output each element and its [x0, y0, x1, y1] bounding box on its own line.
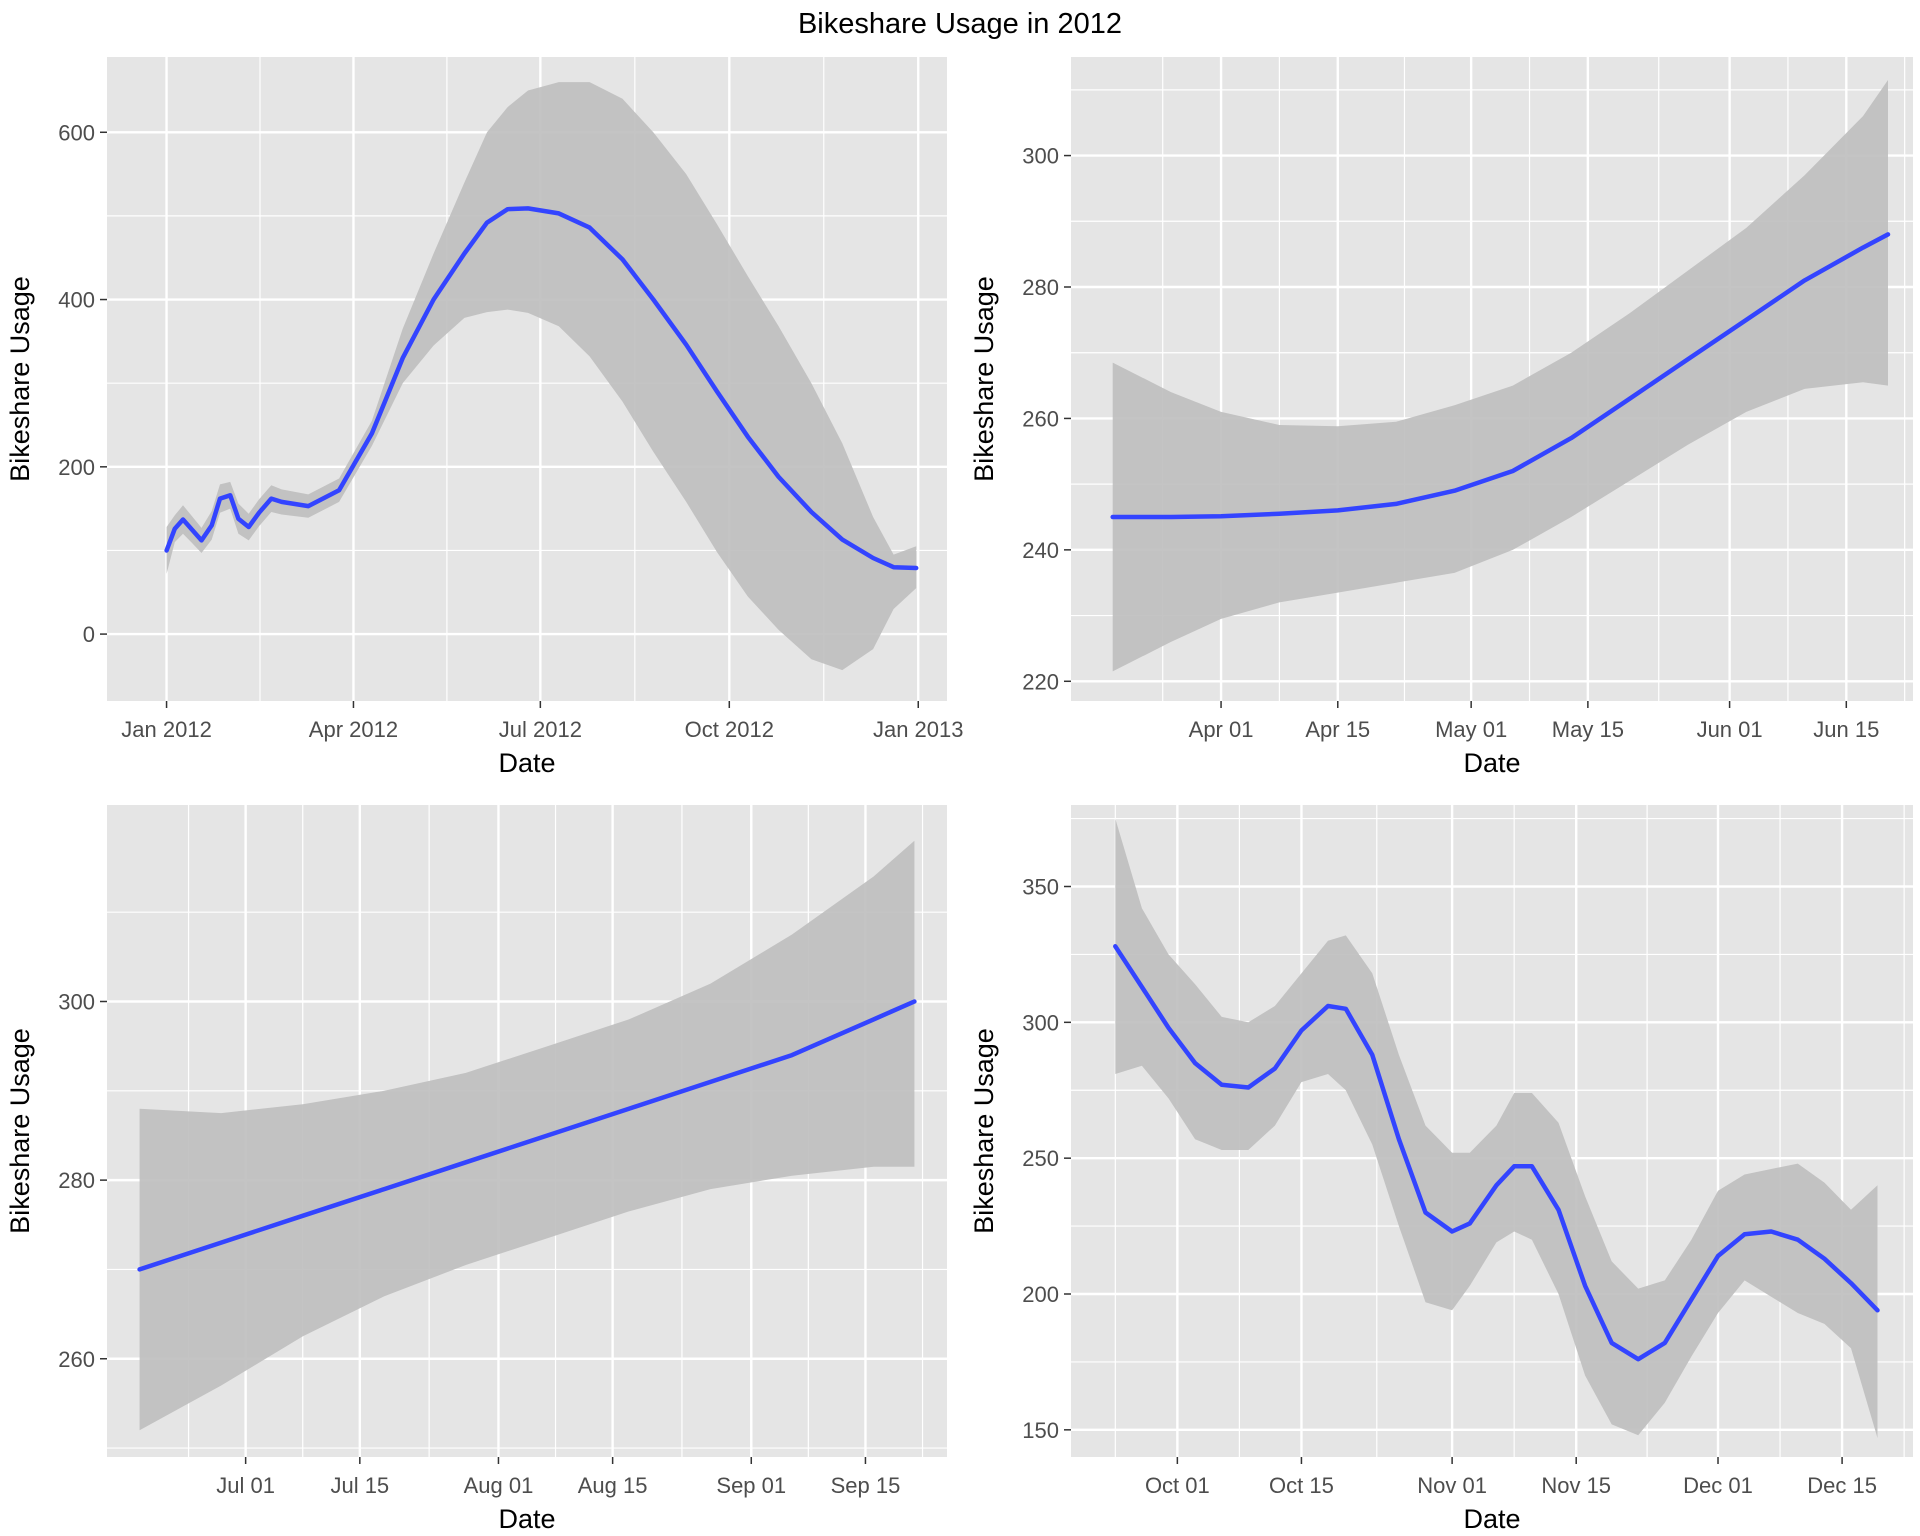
- x-tick-label: Jul 2012: [499, 717, 582, 742]
- y-axis-title: Bikeshare Usage: [5, 276, 35, 482]
- x-tick-label: May 01: [1435, 717, 1507, 742]
- confidence-band: [139, 840, 915, 1431]
- x-axis-title: Date: [1463, 1504, 1520, 1534]
- x-tick-label: Dec 15: [1807, 1473, 1877, 1498]
- y-tick-label: 240: [1022, 538, 1059, 563]
- x-tick-label: Jun 01: [1697, 717, 1763, 742]
- x-tick-label: Oct 2012: [685, 717, 774, 742]
- panel-fall: 150 200 250 300 350 Oct 01 Oct 15 Nov 01 Nov 15 D…: [969, 805, 1913, 1534]
- x-tick-label: Apr 15: [1305, 717, 1370, 742]
- y-axis-title: Bikeshare Usage: [969, 1028, 999, 1234]
- trend-line: [164, 206, 919, 571]
- x-axis-title: Date: [1463, 748, 1520, 778]
- x-tick-label: Sep 15: [831, 1473, 901, 1498]
- x-tick-label: Dec 01: [1683, 1473, 1753, 1498]
- confidence-band: [166, 82, 917, 671]
- y-axis-title: Bikeshare Usage: [969, 276, 999, 482]
- y-tick-label: 300: [1022, 144, 1059, 169]
- trend-line: [137, 999, 917, 1272]
- y-tick-label: 200: [1022, 1282, 1059, 1307]
- x-tick-label: Aug 15: [578, 1473, 648, 1498]
- y-tick-label: 220: [1022, 669, 1059, 694]
- x-tick-label: Aug 01: [464, 1473, 534, 1498]
- x-tick-label: Oct 01: [1145, 1473, 1210, 1498]
- y-tick-label: 280: [58, 1168, 95, 1193]
- x-axis-title: Date: [498, 748, 555, 778]
- y-tick-label: 350: [1022, 875, 1059, 900]
- y-tick-label: 400: [58, 288, 95, 313]
- y-tick-label: 260: [58, 1347, 95, 1372]
- confidence-band: [1112, 80, 1888, 672]
- x-tick-label: Jun 15: [1813, 717, 1879, 742]
- x-tick-label: Jan 2013: [873, 717, 964, 742]
- x-tick-label: May 15: [1552, 717, 1624, 742]
- y-tick-label: 300: [58, 989, 95, 1014]
- figure-title: Bikeshare Usage in 2012: [798, 8, 1122, 40]
- y-tick-label: 600: [58, 120, 95, 145]
- trend-line: [1110, 232, 1891, 520]
- y-tick-label: 280: [1022, 275, 1059, 300]
- x-tick-label: Nov 15: [1541, 1473, 1611, 1498]
- x-tick-label: Sep 01: [716, 1473, 786, 1498]
- x-tick-label: Nov 01: [1417, 1473, 1487, 1498]
- x-tick-label: Apr 2012: [309, 717, 398, 742]
- x-axis-title: Date: [498, 1504, 555, 1534]
- confidence-band: [1115, 818, 1878, 1438]
- y-tick-label: 150: [1022, 1418, 1059, 1443]
- panel-summer: 260 280 300 Jul 01 Jul 15 Aug 01 Aug 15 Sep 01 S…: [5, 805, 947, 1534]
- y-tick-label: 250: [1022, 1146, 1059, 1171]
- x-tick-label: Jul 01: [216, 1473, 275, 1498]
- y-tick-label: 200: [58, 455, 95, 480]
- x-tick-label: Jan 2012: [121, 717, 212, 742]
- x-tick-label: Oct 15: [1269, 1473, 1334, 1498]
- panel-full-year: 0 200 400 600 Jan 2012 Apr 2012 Jul 2012 Oct 20…: [5, 57, 964, 778]
- y-axis-title: Bikeshare Usage: [5, 1028, 35, 1234]
- x-tick-label: Jul 15: [330, 1473, 389, 1498]
- y-tick-label: 300: [1022, 1010, 1059, 1035]
- x-tick-label: Apr 01: [1189, 717, 1254, 742]
- y-tick-label: 0: [83, 622, 95, 647]
- y-tick-label: 260: [1022, 406, 1059, 431]
- trend-line: [1113, 944, 1880, 1362]
- panel-spring: 220 240 260 280 300 Apr 01 Apr 15 May 01 May 15 J…: [969, 57, 1913, 778]
